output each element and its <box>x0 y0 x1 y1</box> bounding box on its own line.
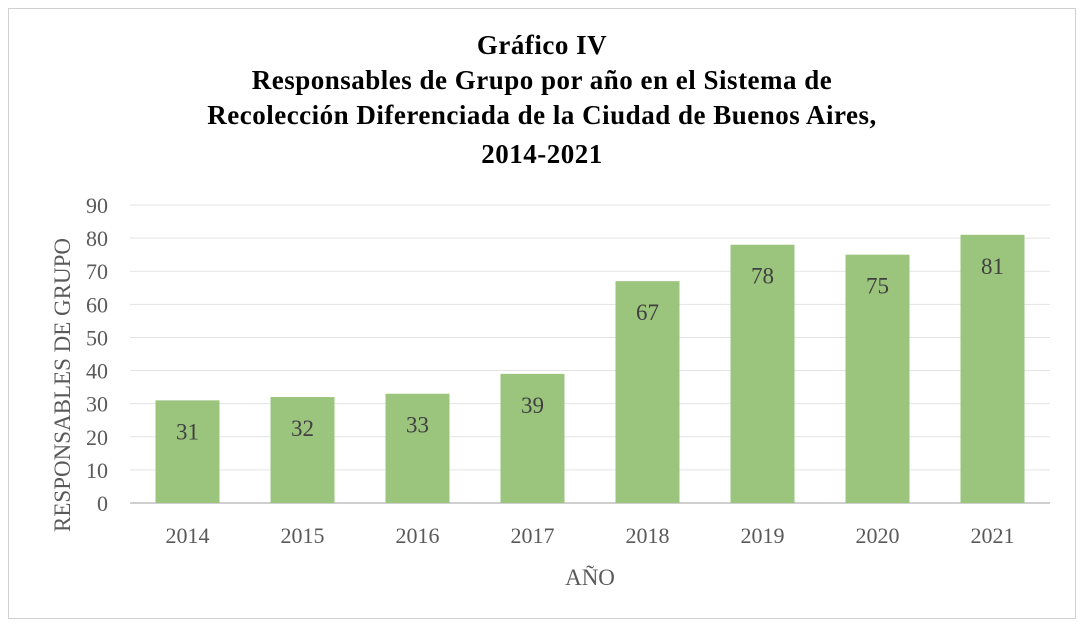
x-tick-label: 2019 <box>741 523 785 548</box>
data-label: 32 <box>291 416 314 441</box>
bar-2018 <box>615 281 680 503</box>
chart-title-line: Gráfico IV <box>477 30 607 60</box>
y-tick-label: 70 <box>86 259 108 284</box>
y-tick-label: 80 <box>86 226 108 251</box>
chart-title-line: 2014-2021 <box>481 139 603 169</box>
data-label: 39 <box>521 393 544 418</box>
x-tick-label: 2016 <box>396 523 440 548</box>
data-label: 81 <box>981 254 1004 279</box>
chart-title-line: Recolección Diferenciada de la Ciudad de… <box>207 100 877 130</box>
bar-2021 <box>960 234 1025 504</box>
bar-2020 <box>845 254 910 503</box>
x-tick-label: 2015 <box>281 523 325 548</box>
data-label: 78 <box>751 264 774 289</box>
bar-2014 <box>155 400 220 503</box>
x-tick-label: 2014 <box>166 523 210 548</box>
data-label: 31 <box>176 419 199 444</box>
y-tick-label: 10 <box>86 458 108 483</box>
data-label: 67 <box>636 300 659 325</box>
y-tick-label: 40 <box>86 359 108 384</box>
x-axis-label: AÑO <box>565 565 615 590</box>
x-tick-label: 2017 <box>511 523 555 548</box>
bar-2019 <box>730 244 795 503</box>
y-tick-label: 30 <box>86 392 108 417</box>
bar-2017 <box>500 373 565 503</box>
bar-2016 <box>385 393 450 503</box>
y-axis-label: RESPONSABLES DE GRUPO <box>50 238 75 532</box>
bar-2015 <box>270 397 335 503</box>
y-tick-label: 60 <box>86 292 108 317</box>
x-tick-label: 2018 <box>626 523 670 548</box>
data-label: 33 <box>406 413 429 438</box>
data-label: 75 <box>866 274 889 299</box>
chart-title-line: Responsables de Grupo por año en el Sist… <box>252 65 833 95</box>
y-tick-label: 90 <box>86 193 108 218</box>
x-tick-label: 2020 <box>856 523 900 548</box>
y-tick-label: 0 <box>97 491 108 516</box>
y-tick-label: 20 <box>86 425 108 450</box>
chart-border <box>8 8 1076 619</box>
x-tick-label: 2021 <box>971 523 1015 548</box>
y-tick-label: 50 <box>86 325 108 350</box>
